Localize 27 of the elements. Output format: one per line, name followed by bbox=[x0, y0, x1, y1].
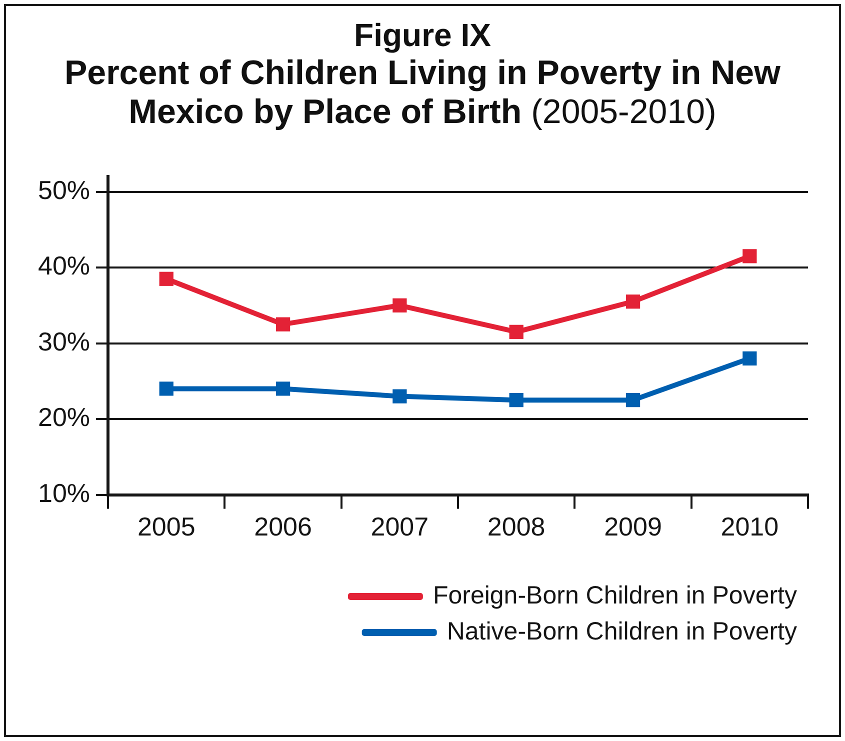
y-tick-label: 40% bbox=[38, 250, 90, 281]
chart-title: Figure IX bbox=[353, 16, 492, 54]
x-tick-label: 2006 bbox=[254, 512, 312, 542]
point bbox=[742, 351, 757, 366]
x-tick-label: 2008 bbox=[487, 512, 546, 542]
point bbox=[276, 382, 290, 396]
y-tick-label: 10% bbox=[38, 478, 90, 508]
legend-label: Native-Born Children in Poverty bbox=[446, 617, 798, 646]
point bbox=[276, 317, 290, 332]
x-tick-label: 2009 bbox=[604, 512, 662, 542]
x-tick-label: 2005 bbox=[137, 512, 196, 542]
chart-subtitle: Percent of Children Living in Poverty in New Mexico by Place of Birth (2005-2010) bbox=[64, 54, 780, 131]
legend-label: Foreign-Born Children in Poverty bbox=[432, 581, 798, 610]
point bbox=[509, 393, 524, 408]
point bbox=[509, 324, 524, 339]
point bbox=[159, 272, 174, 286]
y-tick-label: 30% bbox=[38, 326, 90, 356]
x-tick-label: 2010 bbox=[720, 512, 779, 542]
point bbox=[392, 298, 407, 312]
point bbox=[159, 382, 174, 396]
x-tick-label: 2007 bbox=[370, 512, 429, 542]
point bbox=[392, 389, 407, 404]
y-tick-label: 50% bbox=[38, 174, 90, 205]
point bbox=[626, 294, 640, 309]
point bbox=[626, 393, 640, 408]
point bbox=[742, 249, 757, 264]
y-tick-label: 20% bbox=[38, 402, 90, 432]
